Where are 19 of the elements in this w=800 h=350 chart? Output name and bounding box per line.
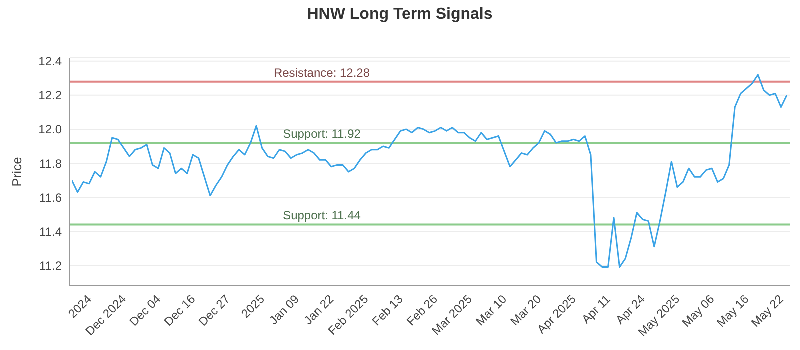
y-axis-title: Price <box>10 157 25 187</box>
x-tick-label: Dec 27 <box>196 292 234 330</box>
y-tick-label: 11.4 <box>40 224 62 239</box>
x-tick-label: Apr 11 <box>579 292 614 327</box>
x-tick-label: Dec 04 <box>126 292 164 330</box>
x-tick-label: Jan 09 <box>266 292 302 328</box>
y-tick-label: 12.2 <box>38 88 62 103</box>
ref-line-label: Support: 11.92 <box>283 127 362 142</box>
y-tick-label: 11.6 <box>40 190 62 205</box>
x-tick-label: Dec 16 <box>161 292 198 330</box>
chart-title: HNW Long Term Signals <box>306 6 494 24</box>
ref-line-label: Support: 11.44 <box>283 208 362 223</box>
y-tick-label: 11.8 <box>40 156 62 171</box>
ref-line-label: Resistance: 12.28 <box>274 66 370 80</box>
x-tick-label: Mar 10 <box>473 292 510 329</box>
y-tick-label: 11.2 <box>40 258 62 273</box>
y-tick-label: 12.0 <box>38 122 62 137</box>
y-tick-label: 12.4 <box>38 54 62 69</box>
x-tick-label: Feb 13 <box>370 292 406 329</box>
